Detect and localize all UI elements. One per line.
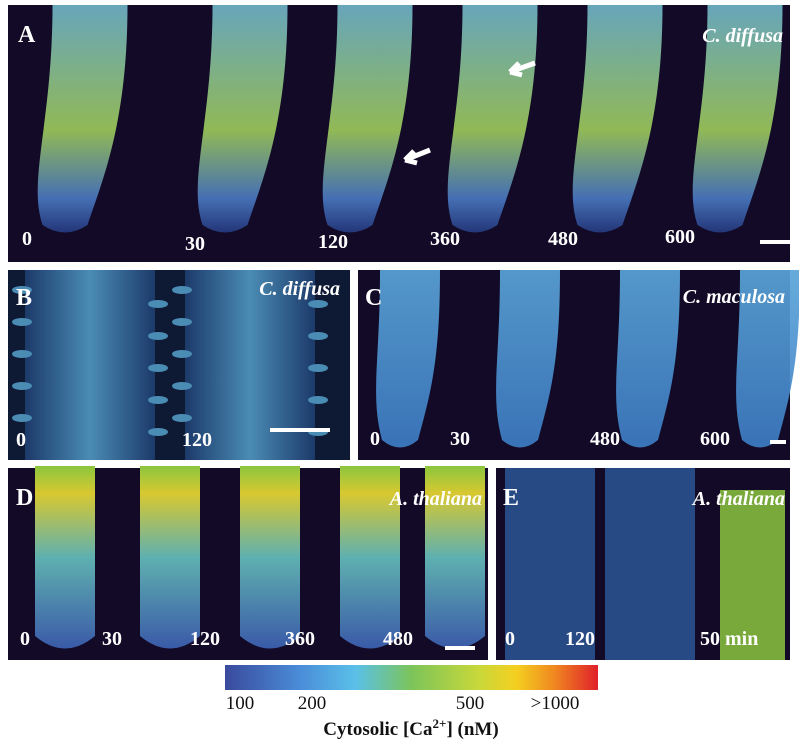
- root-hair: [172, 414, 192, 422]
- root-hair: [12, 350, 32, 358]
- colorbar-tick-label: >1000: [531, 693, 580, 714]
- time-label: 30: [102, 628, 122, 650]
- species-label: A. thaliana: [388, 488, 482, 510]
- time-label: 600: [665, 226, 695, 248]
- root-image: [605, 468, 695, 660]
- colorbar-title: Cytosolic [Ca2+] (nM): [323, 716, 498, 740]
- root-hair: [12, 382, 32, 390]
- arrows: [403, 60, 536, 166]
- arrow: [508, 60, 536, 78]
- root-hair: [148, 428, 168, 436]
- labels: A C. diffusa 0 30 120 360 480 600 B C. diffusa 0 12…: [16, 22, 785, 650]
- root-image: [447, 5, 538, 233]
- roots: [12, 5, 799, 660]
- panel-label: A: [18, 22, 36, 48]
- root-image: [720, 490, 785, 660]
- time-label: 30: [450, 428, 470, 450]
- root-hair: [12, 286, 32, 294]
- root-hair: [308, 396, 328, 404]
- species-label: C. diffusa: [259, 278, 340, 300]
- panel-label: C: [365, 285, 382, 311]
- time-label: 50 min: [700, 628, 758, 650]
- arrow: [403, 147, 431, 166]
- root-image: [616, 270, 680, 448]
- time-label: 600: [700, 428, 730, 450]
- root-hair: [148, 332, 168, 340]
- time-label: 0: [16, 429, 26, 451]
- time-label: 480: [383, 628, 413, 650]
- root-hair: [148, 396, 168, 404]
- root-image: [197, 5, 288, 233]
- root-image: [140, 466, 200, 649]
- root-image: [340, 466, 400, 649]
- root-hair: [12, 414, 32, 422]
- time-label: 120: [318, 231, 348, 253]
- root-image: [37, 5, 128, 233]
- colorbar-tick-label: 500: [456, 693, 485, 714]
- root-hair: [148, 364, 168, 372]
- root-hair: [12, 318, 32, 326]
- time-label: 360: [285, 628, 315, 650]
- colorbar: [225, 665, 598, 690]
- scale-bars: [270, 240, 790, 650]
- root-image: [505, 468, 595, 660]
- root-image: [692, 5, 783, 233]
- root-image: [35, 466, 95, 649]
- colorbar-title-text: Cytosolic [Ca: [323, 719, 433, 740]
- time-label: 120: [565, 628, 595, 650]
- root-hair: [148, 300, 168, 308]
- time-label: 0: [370, 428, 380, 450]
- root-image: [322, 5, 413, 233]
- time-label: 0: [505, 628, 515, 650]
- root-image: [240, 466, 300, 649]
- colorbar-tick-label: 100: [226, 693, 255, 714]
- species-label: C. diffusa: [702, 25, 783, 47]
- colorbar-tick-label: 200: [298, 693, 327, 714]
- root-hair: [308, 332, 328, 340]
- time-label: 360: [430, 228, 460, 250]
- species-label: C. maculosa: [683, 286, 785, 308]
- root-hair: [308, 364, 328, 372]
- time-label: 0: [20, 628, 30, 650]
- colorbar-title-end: ] (nM): [446, 719, 498, 740]
- root-image: [572, 5, 663, 233]
- species-label: A. thaliana: [691, 488, 785, 510]
- root-hair: [308, 300, 328, 308]
- colorbar-title-sup: 2+: [433, 716, 447, 731]
- root-image: [736, 270, 799, 448]
- root-hair: [172, 382, 192, 390]
- time-label: 480: [548, 228, 578, 250]
- root-hair: [172, 286, 192, 294]
- time-label: 480: [590, 428, 620, 450]
- root-hair: [172, 318, 192, 326]
- root-image: [425, 466, 485, 649]
- panel-label: D: [16, 485, 33, 511]
- panel-label: E: [503, 485, 519, 511]
- panel-label: B: [16, 285, 32, 311]
- root-image: [376, 270, 440, 448]
- root-image: [496, 270, 560, 448]
- root-hair: [172, 350, 192, 358]
- time-label: 120: [190, 628, 220, 650]
- time-label: 30: [185, 233, 205, 255]
- time-label: 120: [182, 429, 212, 451]
- root-image: [25, 270, 155, 460]
- time-label: 0: [22, 228, 32, 250]
